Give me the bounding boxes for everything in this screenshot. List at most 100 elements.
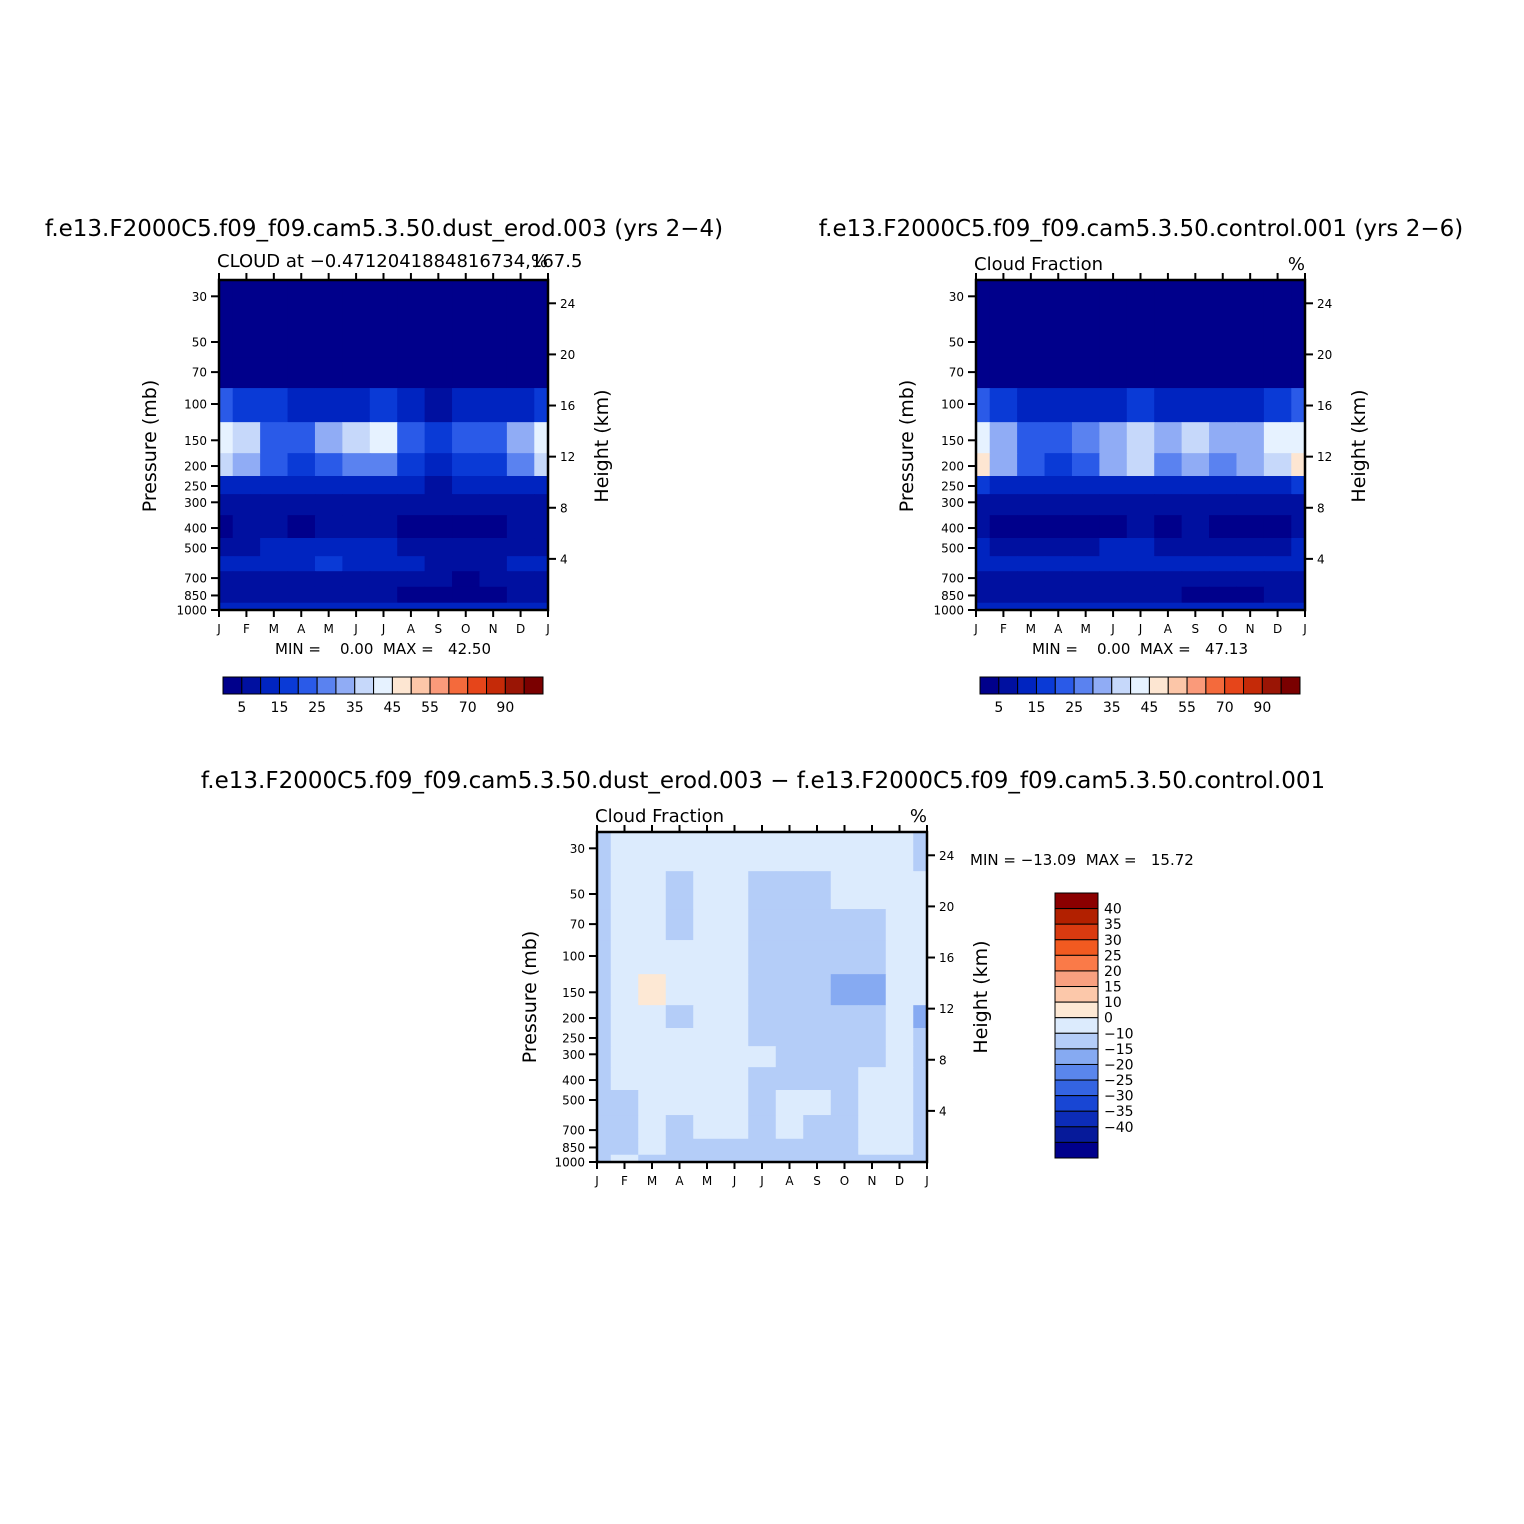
data-cell: [976, 388, 991, 423]
colorbar-swatch: [1017, 676, 1037, 695]
data-cell: [989, 280, 1018, 320]
data-cell: [397, 494, 426, 516]
data-cell: [610, 1090, 639, 1116]
x-tick-label: S: [813, 1174, 821, 1188]
data-cell: [1099, 388, 1128, 423]
data-cell: [913, 1138, 927, 1156]
x-tick-label: A: [1164, 622, 1173, 636]
data-cell: [1181, 494, 1210, 516]
data-cell: [803, 871, 832, 910]
data-cell: [479, 571, 508, 588]
y-tick-label: 200: [184, 460, 207, 474]
data-cell: [976, 319, 991, 358]
data-cell: [1044, 494, 1073, 516]
data-cell: [506, 602, 535, 610]
y2-tick-label: 4: [560, 552, 568, 566]
data-cell: [1154, 280, 1183, 320]
data-cell: [858, 1090, 887, 1116]
data-cell: [976, 602, 991, 610]
data-cell: [693, 1028, 722, 1047]
data-cell: [1126, 422, 1155, 454]
y-tick-label: 100: [941, 398, 964, 412]
data-cell: [638, 1005, 667, 1029]
data-cell: [748, 1028, 777, 1047]
data-cell: [610, 871, 639, 910]
data-cell: [976, 556, 991, 572]
colorbar-swatch: [998, 676, 1019, 695]
data-cell: [232, 556, 261, 572]
data-cell: [748, 909, 777, 941]
y-tick-label: 500: [941, 541, 964, 555]
data-cell: [369, 556, 398, 572]
data-cell: [314, 357, 343, 389]
y-tick-label: 300: [562, 1048, 585, 1062]
data-cell: [858, 871, 887, 910]
y2-tick-label: 12: [560, 450, 575, 464]
data-cell: [1071, 388, 1100, 423]
data-cell: [610, 1028, 639, 1047]
data-cell: [885, 1046, 914, 1068]
data-cell: [342, 515, 371, 539]
x-tick-label: J: [1138, 622, 1143, 636]
data-cell: [397, 453, 426, 477]
data-cell: [260, 571, 289, 588]
data-cell: [885, 1138, 914, 1156]
data-cell: [1209, 556, 1238, 572]
colorbar-swatch: [297, 676, 318, 695]
data-cell: [1099, 515, 1128, 539]
panel1-ylabel: Pressure (mb): [139, 380, 161, 513]
data-cell: [748, 1154, 777, 1162]
data-cell: [534, 319, 548, 358]
data-cell: [1236, 571, 1265, 588]
data-cell: [720, 909, 749, 941]
data-cell: [369, 515, 398, 539]
data-cell: [693, 1115, 722, 1140]
data-cell: [693, 871, 722, 910]
data-cell: [803, 1154, 832, 1162]
data-cell: [1044, 357, 1073, 389]
data-cell: [424, 538, 453, 557]
data-cell: [232, 515, 261, 539]
data-cell: [610, 1138, 639, 1156]
data-cell: [976, 453, 991, 477]
data-cell: [720, 1046, 749, 1068]
data-cell: [506, 453, 535, 477]
data-cell: [534, 586, 548, 604]
data-cell: [1017, 476, 1046, 495]
data-cell: [1181, 388, 1210, 423]
panel2-minmax: MIN = 0.00 MAX = 47.13: [1032, 640, 1248, 658]
data-cell: [452, 357, 481, 389]
data-cell: [314, 571, 343, 588]
data-cell: [534, 515, 548, 539]
data-cell: [720, 1090, 749, 1116]
panel3-subtitle: Cloud Fraction: [595, 806, 724, 827]
x-tick-label: A: [675, 1174, 684, 1188]
data-cell: [1154, 571, 1183, 588]
data-cell: [1154, 556, 1183, 572]
data-cell: [1126, 571, 1155, 588]
x-tick-label: O: [461, 622, 470, 636]
data-cell: [1181, 538, 1210, 557]
data-cell: [1263, 556, 1292, 572]
y-tick-label: 50: [570, 888, 585, 902]
y2-tick-label: 8: [560, 501, 568, 515]
data-cell: [219, 453, 234, 477]
data-cell: [913, 871, 927, 910]
panel2-ylabel: Pressure (mb): [896, 380, 918, 513]
data-cell: [342, 422, 371, 454]
data-cell: [369, 453, 398, 477]
data-cell: [976, 538, 991, 557]
colorbar-label: 40: [1104, 902, 1122, 918]
data-cell: [219, 602, 234, 610]
data-cell: [260, 586, 289, 604]
data-cell: [369, 602, 398, 610]
y-tick-label: 70: [570, 918, 585, 932]
y-tick-label: 850: [184, 589, 207, 603]
data-cell: [1209, 602, 1238, 610]
panel2-title: f.e13.F2000C5.f09_f09.cam5.3.50.control.…: [819, 216, 1463, 242]
data-cell: [1291, 280, 1305, 320]
data-cell: [1044, 422, 1073, 454]
x-tick-label: J: [353, 622, 358, 636]
data-cell: [1044, 280, 1073, 320]
colorbar-swatch: [504, 676, 525, 695]
